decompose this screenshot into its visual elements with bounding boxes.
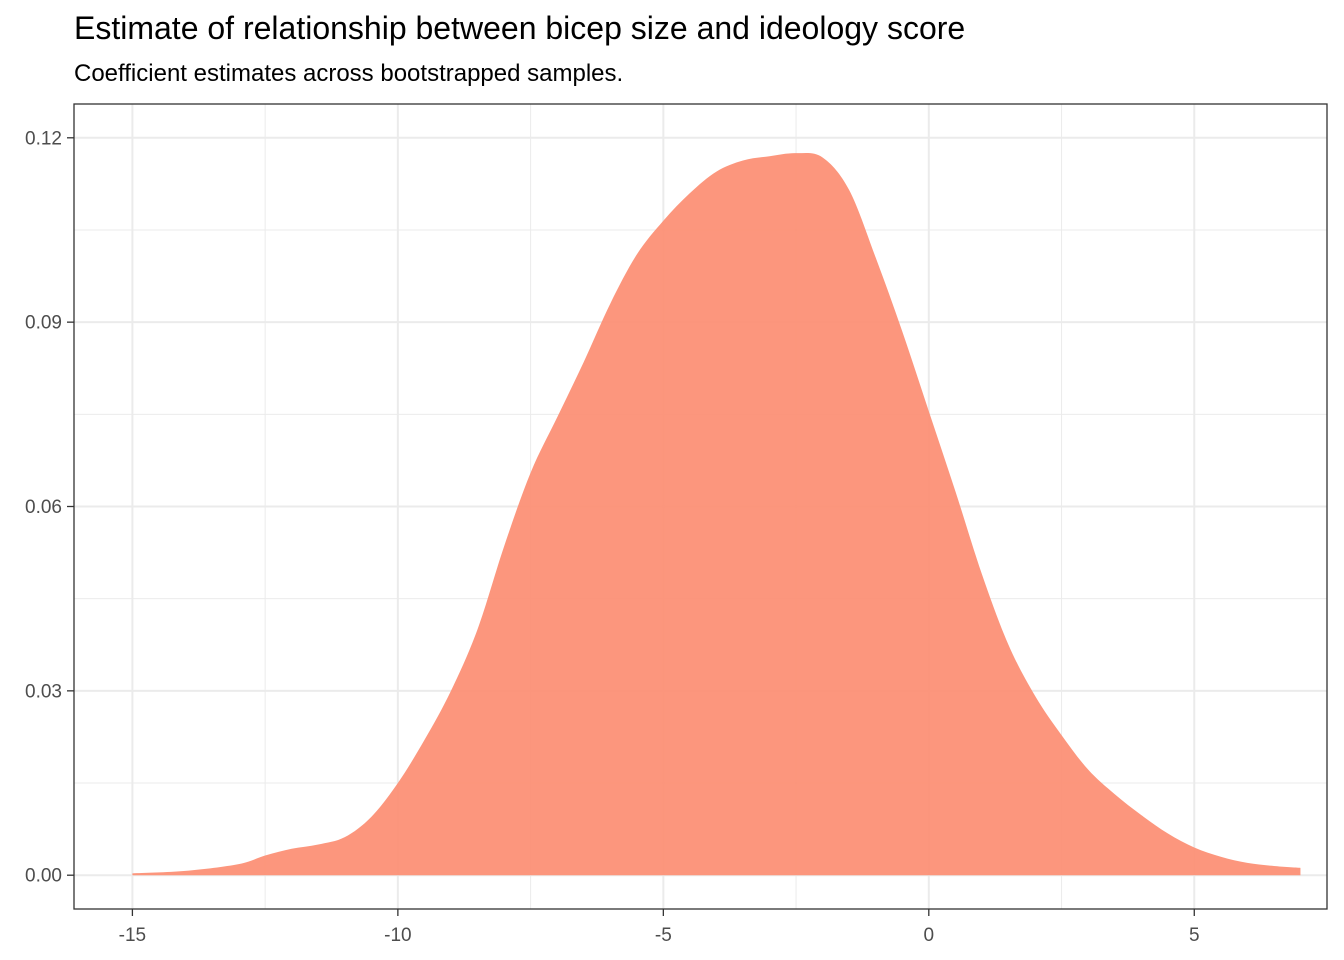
y-tick-label: 0.00 [25, 866, 62, 887]
density-area [132, 152, 1301, 876]
y-tick-label: 0.03 [25, 681, 62, 702]
y-axis: 0.00 0.03 0.06 0.09 0.12 [25, 128, 74, 887]
chart-title: Estimate of relationship between bicep s… [74, 10, 966, 46]
y-tick-label: 0.06 [25, 497, 62, 518]
x-tick-label: 0 [924, 925, 935, 946]
y-tick-label: 0.09 [25, 313, 62, 334]
x-tick-label: -5 [655, 925, 672, 946]
x-tick-label: 5 [1189, 925, 1200, 946]
x-tick-label: -15 [119, 925, 146, 946]
x-axis: -15 -10 -5 0 5 [119, 909, 1200, 946]
x-tick-label: -10 [384, 925, 411, 946]
chart-subtitle: Coefficient estimates across bootstrappe… [74, 60, 624, 87]
y-tick-label: 0.12 [25, 128, 62, 149]
